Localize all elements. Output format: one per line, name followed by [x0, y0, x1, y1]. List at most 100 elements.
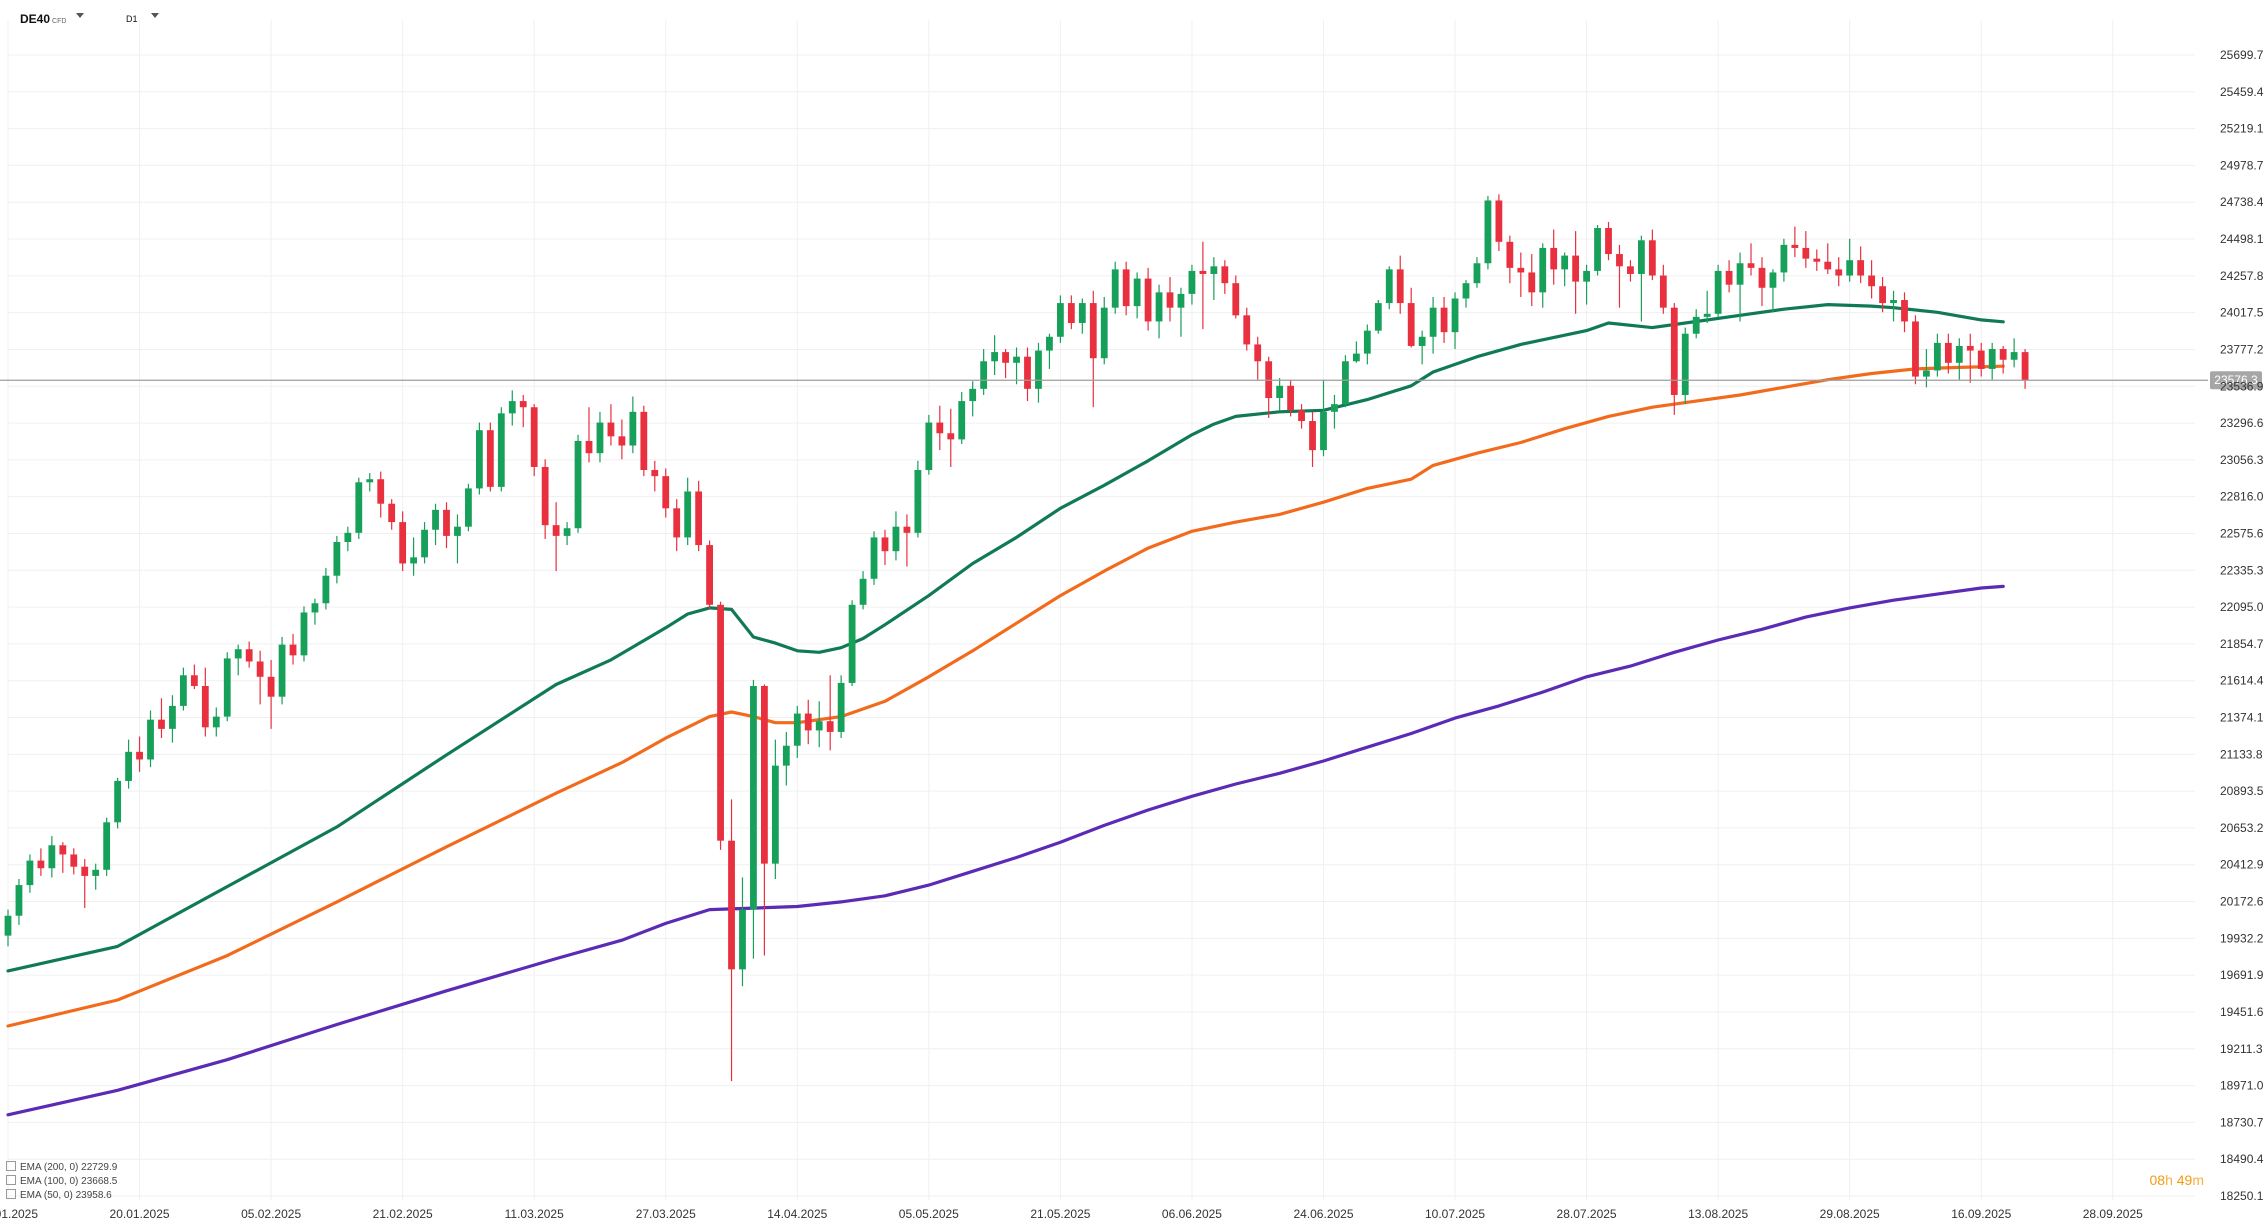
candle-body: [1287, 385, 1294, 411]
candle-body: [465, 488, 472, 527]
candle-body: [848, 604, 856, 683]
legend-label: EMA (50, 0): [20, 1190, 73, 1201]
candle-up: [410, 537, 418, 576]
candle-body: [48, 845, 56, 869]
candle-body: [684, 491, 692, 538]
candle-body: [1089, 303, 1097, 359]
candle-up: [870, 531, 878, 585]
candle-down: [1747, 243, 1755, 276]
legend-row-ema50[interactable]: EMA (50, 0) 23958.6: [6, 1189, 117, 1203]
candle-up: [1418, 330, 1426, 365]
candle-up: [1890, 290, 1897, 322]
candle-down: [190, 664, 198, 690]
candle-body: [1188, 270, 1196, 294]
candle-up: [1638, 235, 1645, 322]
legend-row-ema100[interactable]: EMA (100, 0) 23668.5: [6, 1175, 117, 1189]
candle-body: [1681, 333, 1689, 395]
candle-up: [497, 407, 505, 492]
candle-body: [1802, 247, 1810, 259]
indicator-settings-icon[interactable]: [6, 1161, 16, 1171]
y-tick-label: 18250.1: [2220, 1189, 2264, 1203]
symbol-chevron-down-icon[interactable]: [76, 13, 84, 18]
candle-down: [662, 468, 670, 518]
candle-up: [4, 909, 12, 947]
candle-down: [1758, 257, 1766, 307]
candle-up: [815, 701, 823, 748]
candle-up: [92, 863, 100, 890]
candle-down: [1966, 333, 1974, 383]
candle-body: [92, 869, 100, 876]
candle-body: [223, 658, 231, 717]
candle-up: [1210, 257, 1218, 301]
candle-body: [1078, 303, 1086, 323]
candle-body: [1363, 330, 1371, 354]
candle-body: [826, 721, 834, 732]
candle-body: [1385, 269, 1393, 304]
candle-body: [486, 430, 494, 487]
candle-body: [947, 433, 955, 440]
candle-up: [1561, 252, 1569, 287]
candle-down: [1857, 246, 1865, 284]
x-tick-label: 28.09.2025: [2083, 1207, 2143, 1221]
price-axis[interactable]: 25699.7 25459.4 25219.1 24978.7 24738.4 24498…: [2220, 48, 2264, 1203]
candle-body: [1901, 300, 1908, 322]
candle-down: [1550, 229, 1558, 285]
candle-down: [289, 633, 297, 665]
candle-down: [881, 529, 889, 565]
candle-down: [717, 601, 724, 850]
candle-body: [355, 482, 363, 533]
candle-body: [158, 719, 165, 729]
legend-row-ema200[interactable]: EMA (200, 0) 22729.9: [6, 1161, 117, 1175]
candle-up: [1988, 342, 1996, 380]
timeframe-selector[interactable]: D1: [126, 14, 138, 24]
countdown-h-unit: h: [2165, 1172, 2173, 1188]
candle-down: [1122, 261, 1130, 316]
candle-body: [541, 466, 549, 526]
candle-body: [1352, 353, 1360, 362]
y-tick-label: 20412.9: [2220, 858, 2264, 872]
candle-body: [4, 915, 12, 936]
candle-body: [497, 413, 505, 487]
candle-up: [223, 652, 231, 722]
candle-body: [914, 470, 922, 533]
candle-down: [1528, 254, 1536, 307]
x-tick-label: 13.08.2025: [1688, 1207, 1748, 1221]
candle-body: [892, 526, 900, 552]
x-tick-label: 21.02.2025: [373, 1207, 433, 1221]
candle-body: [1780, 244, 1788, 273]
indicator-settings-icon[interactable]: [6, 1189, 16, 1199]
candle-body: [629, 411, 637, 446]
x-tick-label: 24.06.2025: [1293, 1207, 1353, 1221]
timeframe-chevron-down-icon[interactable]: [151, 13, 159, 18]
indicator-settings-icon[interactable]: [6, 1175, 16, 1185]
candle-down: [585, 407, 593, 463]
candle-down: [1605, 221, 1612, 261]
candle-body: [300, 612, 308, 656]
candle-down: [1725, 260, 1733, 293]
candle-down: [826, 675, 834, 751]
candle-down: [1506, 235, 1514, 284]
symbol-selector[interactable]: DE40 CFD: [20, 12, 66, 26]
candle-body: [289, 644, 297, 656]
candle-body: [618, 436, 626, 446]
candle-up: [848, 600, 856, 686]
candle-up: [180, 667, 187, 711]
x-tick-label: 11.03.2025: [505, 1207, 564, 1221]
candle-up: [1539, 243, 1547, 308]
y-tick-label: 22575.6: [2220, 526, 2264, 540]
candle-body: [596, 422, 604, 454]
y-tick-label: 21614.4: [2220, 674, 2264, 688]
candle-down: [1287, 379, 1294, 417]
y-tick-label: 18490.4: [2220, 1152, 2264, 1166]
candle-up: [914, 460, 922, 538]
candle-up: [432, 503, 439, 546]
candle-up: [1013, 347, 1020, 385]
candle-body: [1309, 421, 1316, 451]
ema50-line: [6, 303, 2005, 973]
y-tick-label: 19691.9: [2220, 968, 2264, 982]
candle-body: [1813, 258, 1821, 262]
time-axis[interactable]: 02.01.2025 20.01.2025 05.02.2025 21.02.2025…: [0, 1207, 2143, 1221]
candle-up: [969, 381, 977, 417]
candle-up: [1692, 309, 1700, 339]
